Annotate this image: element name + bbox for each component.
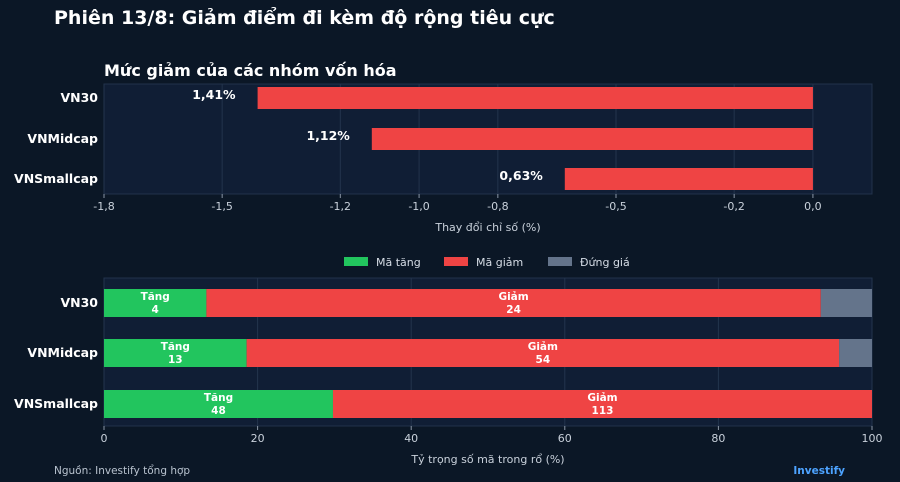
chart2-bar-segment <box>839 339 872 367</box>
legend-swatch <box>444 257 468 266</box>
chart1-tick-label: -1,2 <box>330 200 351 213</box>
chart2-bar-segment <box>104 390 333 418</box>
chart2-tick-label: 100 <box>862 432 883 445</box>
chart2-tick-label: 0 <box>101 432 108 445</box>
chart1-value-label: 1,12% <box>306 128 350 143</box>
decline-by-cap-chart: -1,8 -1,5 -1,2 -1,0 -0,8 -0,5 -0,2 0,0 VN30 1,41%… <box>14 83 873 213</box>
chart1-tick-label: -1,8 <box>93 200 114 213</box>
chart1-tick-label: 0,0 <box>804 200 822 213</box>
chart2-bar-segment <box>820 289 872 317</box>
chart2-segment-label: Giảm <box>498 291 528 303</box>
chart2-tick-label: 40 <box>404 432 418 445</box>
chart2-segment-count: 24 <box>506 304 521 316</box>
chart2-category-label: VNMidcap <box>27 345 98 360</box>
legend-swatch <box>344 257 368 266</box>
chart1-tick-label: -0,2 <box>723 200 744 213</box>
chart2-segment-count: 48 <box>211 405 226 417</box>
chart1-xlabel: Thay đổi chỉ số (%) <box>434 221 540 234</box>
legend-label: Mã tăng <box>376 256 421 269</box>
chart2-bar-segment <box>104 339 247 367</box>
chart2-tick-label: 80 <box>711 432 725 445</box>
chart2-segment-label: Tăng <box>204 392 233 404</box>
chart2-category-label: VN30 <box>60 295 98 310</box>
chart1-tick-label: -0,8 <box>487 200 508 213</box>
chart1-tick-label: -1,0 <box>408 200 429 213</box>
chart1-bar <box>257 87 813 109</box>
brand-logo: Investify <box>793 465 845 477</box>
chart2-bar-segment <box>206 289 821 317</box>
chart1-tick-label: -0,5 <box>605 200 626 213</box>
page-title: Phiên 13/8: Giảm điểm đi kèm độ rộng tiê… <box>54 6 555 29</box>
legend: Mã tăng Mã giảm Đứng giá <box>344 256 630 269</box>
chart2-xlabel: Tỷ trọng số mã trong rổ (%) <box>410 453 564 466</box>
chart2-bar-segment <box>246 339 840 367</box>
chart1-value-label: 1,41% <box>192 87 236 102</box>
chart2-segment-count: 13 <box>168 354 183 366</box>
source-note: Nguồn: Investify tổng hợp <box>54 464 190 477</box>
legend-label: Đứng giá <box>580 256 630 269</box>
chart2-bar-segment <box>104 289 207 317</box>
chart1-tick-label: -1,5 <box>211 200 232 213</box>
legend-swatch <box>548 257 572 266</box>
chart2-segment-count: 113 <box>592 405 614 417</box>
chart2-segment-label: Tăng <box>161 341 190 353</box>
chart2-bar-segment <box>332 390 872 418</box>
chart1-bar <box>371 128 813 150</box>
chart2-segment-count: 54 <box>536 354 551 366</box>
chart1-bar <box>564 168 813 190</box>
chart1-category-label: VNSmallcap <box>14 171 98 186</box>
chart2-segment-label: Tăng <box>141 291 170 303</box>
chart1-value-label: 0,63% <box>499 168 543 183</box>
chart1-category-label: VNMidcap <box>27 131 98 146</box>
chart1-category-label: VN30 <box>60 90 98 105</box>
chart2-segment-count: 4 <box>152 304 159 316</box>
chart1-title: Mức giảm của các nhóm vốn hóa <box>104 61 397 80</box>
chart2-segment-label: Giảm <box>587 392 617 404</box>
chart2-segment-label: Giảm <box>528 341 558 353</box>
chart2-tick-label: 20 <box>251 432 265 445</box>
legend-label: Mã giảm <box>476 256 523 269</box>
chart2-tick-label: 60 <box>558 432 572 445</box>
chart2-category-label: VNSmallcap <box>14 396 98 411</box>
